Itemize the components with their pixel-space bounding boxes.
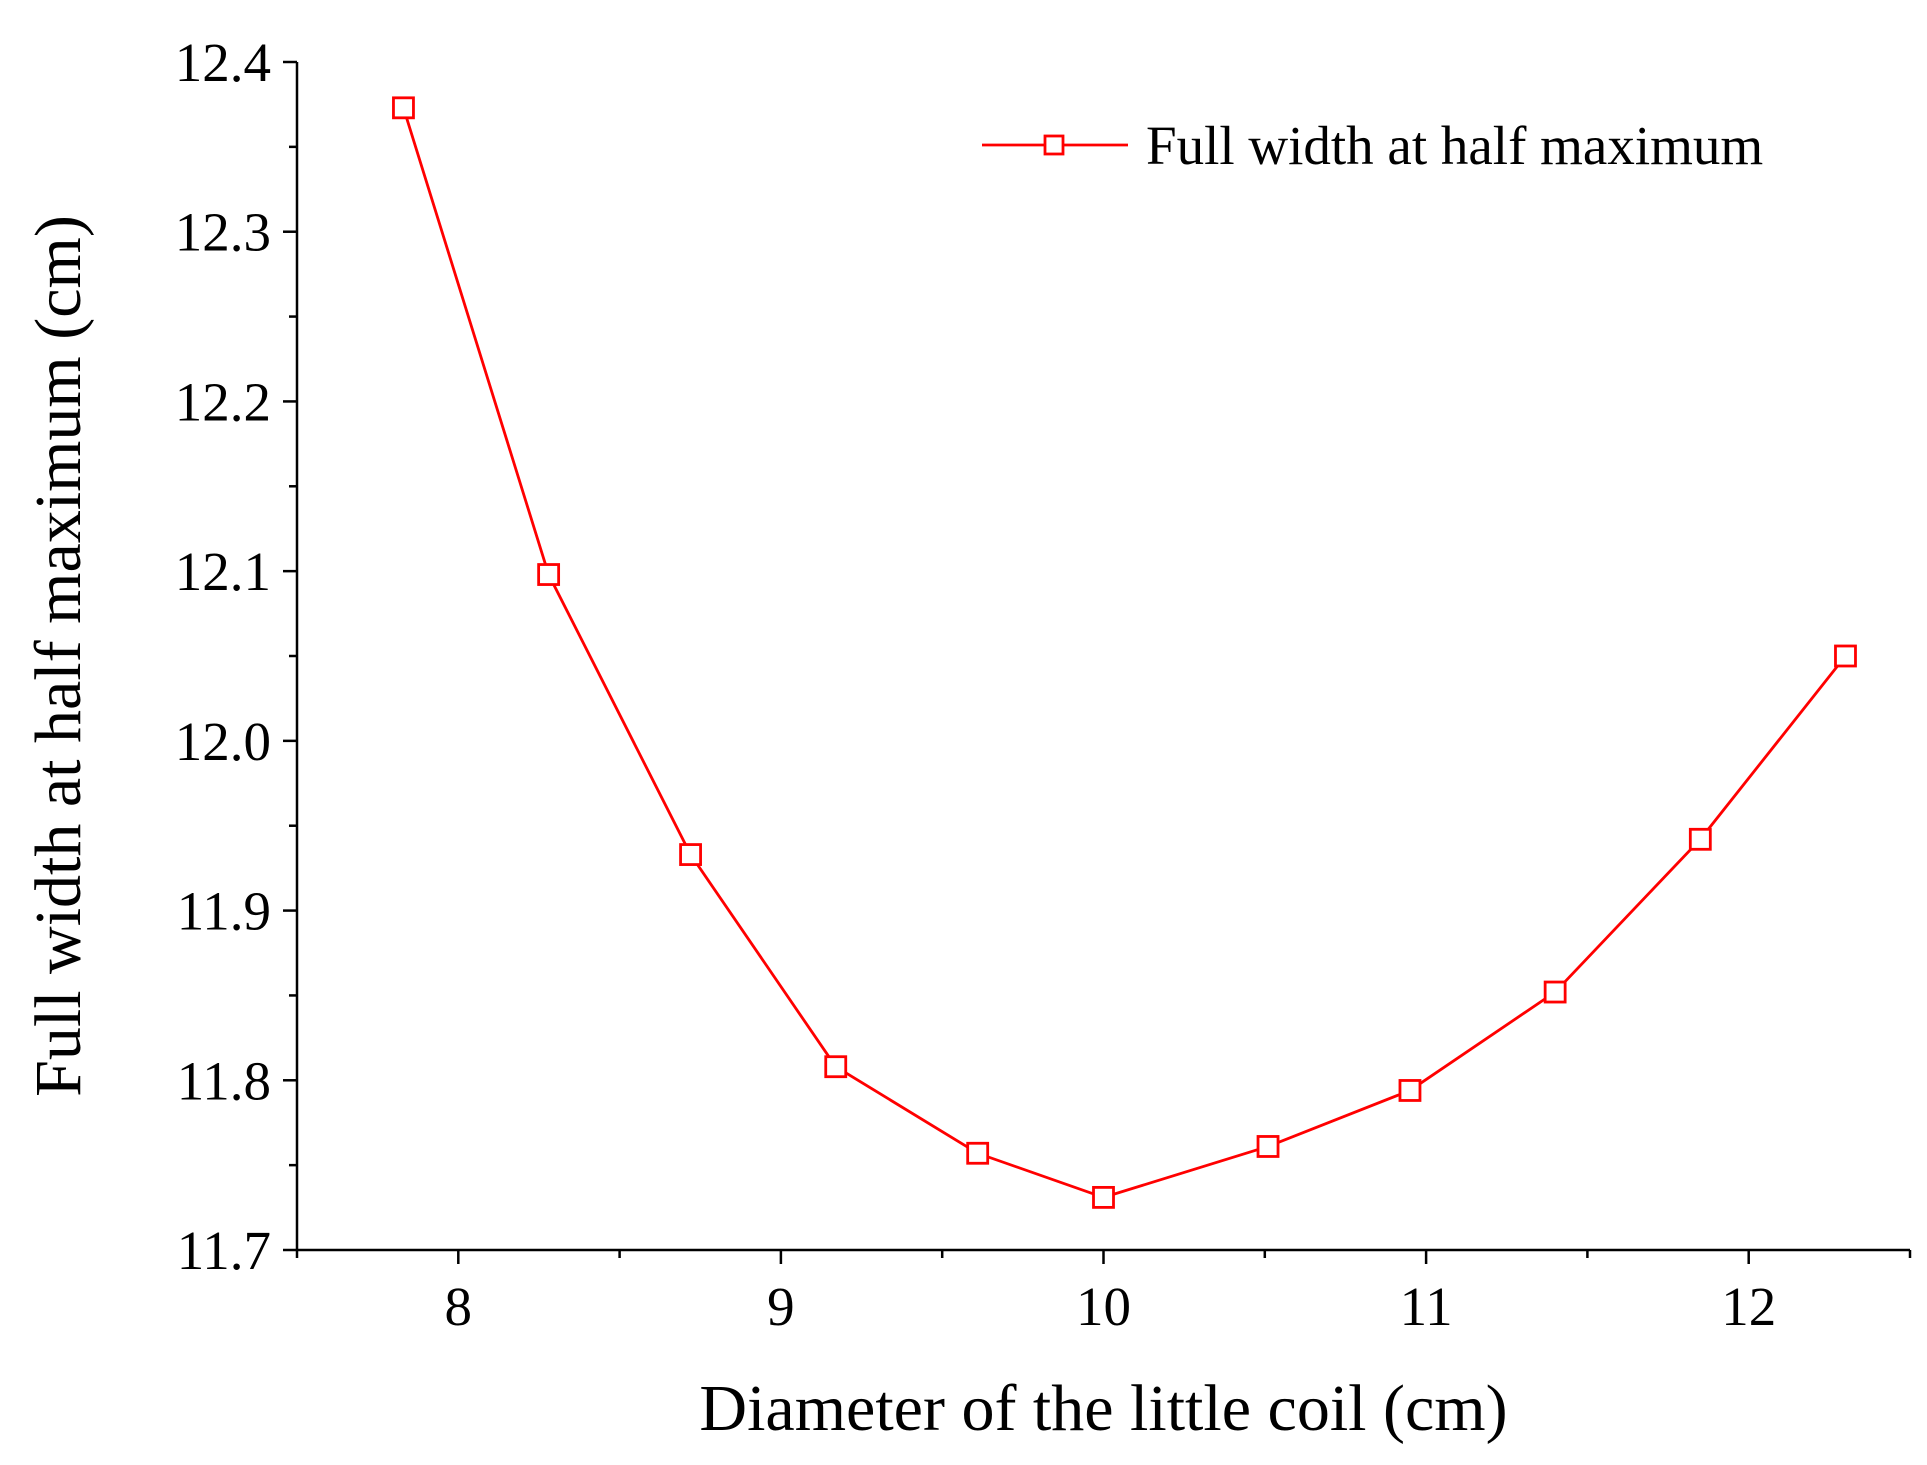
- data-point: [1834, 644, 1857, 668]
- data-point: [537, 563, 561, 586]
- data-point: [824, 1055, 848, 1079]
- y-tick-label: 12.3: [175, 202, 271, 263]
- y-tick-label: 12.1: [175, 541, 271, 602]
- data-point: [1092, 1185, 1115, 1209]
- data-point: [1398, 1079, 1422, 1102]
- x-tick-label: 9: [767, 1276, 795, 1337]
- x-tick-label: 11: [1400, 1276, 1453, 1337]
- y-axis-title: Full width at half maximum (cm): [22, 215, 95, 1097]
- y-tick-label: 12.2: [175, 371, 271, 432]
- data-point: [679, 843, 702, 866]
- axes: [295, 62, 1910, 1252]
- data-point: [1688, 827, 1712, 851]
- x-tick-label: 8: [445, 1276, 473, 1337]
- data-point: [1256, 1135, 1280, 1158]
- data-point: [1543, 980, 1567, 1004]
- x-axis-title: Diameter of the little coil (cm): [699, 1372, 1507, 1445]
- data-point: [966, 1141, 990, 1165]
- y-tick-label: 11.7: [177, 1220, 271, 1281]
- x-tick-label: 12: [1721, 1276, 1776, 1337]
- x-tick-label: 10: [1076, 1276, 1131, 1337]
- data-point: [392, 96, 415, 120]
- legend-marker-icon: [1043, 134, 1065, 156]
- y-tick-label: 12.0: [175, 711, 271, 772]
- ticks: 11.7 11.8 11.9 12.0 12.1 12.2 12.3 12.4 8 9 10 11 12: [175, 32, 1912, 1337]
- y-tick-label: 11.8: [177, 1050, 271, 1111]
- y-tick-label: 11.9: [177, 881, 271, 942]
- legend-label: Full width at half maximum: [1146, 115, 1763, 176]
- y-tick-label: 12.4: [175, 32, 271, 93]
- legend: Full width at half maximum: [982, 115, 1763, 176]
- series-line: [402, 107, 1847, 1199]
- plot-area: [392, 96, 1857, 1209]
